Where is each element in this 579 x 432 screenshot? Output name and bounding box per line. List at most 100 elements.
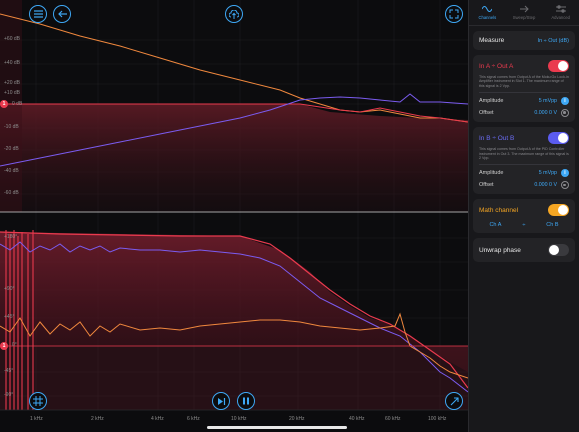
sliders-icon — [555, 5, 566, 13]
channel-b-toggle[interactable] — [548, 132, 569, 145]
info-icon[interactable]: i — [561, 97, 569, 106]
ch-b-phase-trace — [0, 241, 468, 393]
ch-a-phase-trace — [0, 312, 468, 379]
hamburger-menu-icon — [33, 10, 43, 18]
y-tick-label: -40 dB — [4, 168, 19, 174]
pause-button[interactable] — [237, 392, 255, 410]
math-channel-card: Math channel Ch A ÷ Ch B — [473, 199, 575, 234]
tab-advanced[interactable]: Advanced — [542, 0, 579, 25]
unwrap-phase-card: Unwrap phase — [473, 238, 575, 263]
left-spike-bars — [5, 230, 34, 410]
y-tick-label: +180° — [4, 234, 18, 240]
menu-button[interactable] — [29, 5, 47, 23]
y-tick-label: -90° — [4, 392, 14, 398]
y-tick-label: -45° — [4, 368, 14, 374]
offset-value[interactable]: 0.000 0 V — [534, 182, 557, 189]
x-tick-label: 2 kHz — [91, 416, 104, 422]
expand-button[interactable] — [445, 5, 463, 23]
math-fill-bottom — [0, 232, 468, 372]
crosshair-icon — [33, 396, 43, 406]
measure-label: Measure — [479, 37, 505, 44]
x-tick-label: 1 kHz — [30, 416, 43, 422]
x-tick-label: 20 kHz — [289, 416, 305, 422]
single-step-button[interactable] — [212, 392, 230, 410]
amplitude-label: Amplitude — [479, 98, 504, 105]
offset-label: Offset — [479, 110, 494, 117]
channel-a-title: In A ÷ Out A — [479, 62, 514, 70]
step-forward-icon — [217, 397, 225, 405]
measure-card[interactable]: Measure In ÷ Out (dB) — [473, 31, 575, 50]
y-tick-label: -60 dB — [4, 190, 19, 196]
ch-b-magnitude-trace — [0, 93, 468, 167]
math-right-operand[interactable]: Ch B — [546, 222, 559, 229]
y-tick-label: 0° — [12, 342, 17, 348]
y-tick-label: +90° — [4, 286, 15, 292]
channel-marker-top[interactable]: 1 — [0, 100, 8, 108]
tab-label: Sweep/Step — [512, 15, 536, 20]
math-operator[interactable]: ÷ — [522, 222, 526, 229]
y-tick-label: -10 dB — [4, 124, 19, 130]
tab-channels[interactable]: Channels — [469, 0, 506, 25]
x-tick-label: 100 kHz — [428, 416, 447, 422]
channel-a-toggle[interactable] — [548, 60, 569, 72]
sidebar-tabs: Channels Sweep/Step Advanced — [469, 0, 579, 26]
unwrap-phase-label: Unwrap phase — [479, 246, 521, 254]
unwrap-phase-toggle[interactable] — [548, 244, 569, 257]
offset-label: Offset — [479, 182, 494, 189]
back-button[interactable] — [53, 5, 71, 23]
channel-b-card: In B ÷ Out B This signal comes from Outp… — [473, 127, 575, 195]
y-tick-label: -20 dB — [4, 146, 19, 152]
sweep-icon — [520, 5, 529, 13]
math-left-operand[interactable]: Ch A — [489, 222, 502, 229]
cloud-upload-icon — [229, 9, 239, 19]
y-tick-label: 0 dB — [12, 101, 23, 107]
amplitude-value[interactable]: 5 mVpp — [538, 170, 557, 177]
tab-label: Channels — [478, 15, 497, 20]
gear-icon[interactable] — [561, 181, 569, 190]
channel-marker-bottom[interactable]: 1 — [0, 342, 8, 350]
measure-value[interactable]: In ÷ Out (dB) — [537, 37, 569, 44]
wave-icon — [482, 6, 493, 12]
lower-shade — [0, 346, 468, 410]
plot-area[interactable]: +60 dB +40 dB +20 dB +10 dB 0 dB -10 dB … — [0, 0, 468, 432]
channel-b-title: In B ÷ Out B — [479, 134, 515, 142]
plot-canvas[interactable] — [0, 0, 468, 432]
x-tick-label: 6 kHz — [187, 416, 200, 422]
amplitude-label: Amplitude — [479, 170, 504, 177]
amplitude-value[interactable]: 5 mVpp — [538, 98, 557, 105]
pause-icon — [243, 397, 249, 405]
x-tick-label: 10 kHz — [231, 416, 247, 422]
settings-sidebar: Channels Sweep/Step Advanced Measure In … — [468, 0, 579, 432]
tab-sweep-step[interactable]: Sweep/Step — [506, 0, 543, 25]
math-fill-top — [0, 104, 468, 212]
info-icon[interactable]: i — [561, 169, 569, 178]
home-indicator[interactable] — [207, 426, 347, 429]
channel-a-description: This signal comes from Output A of the M… — [479, 75, 569, 88]
left-shade — [0, 0, 22, 212]
gear-icon[interactable] — [561, 109, 569, 118]
y-tick-label: +60 dB — [4, 36, 20, 42]
tab-label: Advanced — [551, 15, 570, 20]
y-tick-label: +20 dB — [4, 80, 20, 86]
channel-a-card: In A ÷ Out A This signal comes from Outp… — [473, 55, 575, 123]
y-tick-label: +10 dB — [4, 90, 20, 96]
autoscale-button[interactable] — [445, 392, 463, 410]
x-tick-label: 40 kHz — [349, 416, 365, 422]
x-tick-label: 4 kHz — [151, 416, 164, 422]
upload-button[interactable] — [225, 5, 243, 23]
math-channel-title: Math channel — [479, 206, 519, 214]
math-phase-trace — [0, 231, 468, 389]
x-tick-label: 60 kHz — [385, 416, 401, 422]
math-magnitude-trace — [0, 103, 468, 123]
cursor-button[interactable] — [29, 392, 47, 410]
arrow-left-icon — [57, 10, 67, 18]
channel-b-description: This signal comes from Output A of the P… — [479, 147, 569, 161]
y-tick-label: +40 dB — [4, 60, 20, 66]
offset-value[interactable]: 0.000 0 V — [534, 110, 557, 117]
math-channel-toggle[interactable] — [548, 204, 569, 217]
expand-arrows-icon — [449, 9, 459, 19]
ch-a-magnitude-trace — [0, 13, 468, 123]
y-tick-label: +45° — [4, 314, 15, 320]
diagonal-arrow-icon — [450, 396, 459, 405]
